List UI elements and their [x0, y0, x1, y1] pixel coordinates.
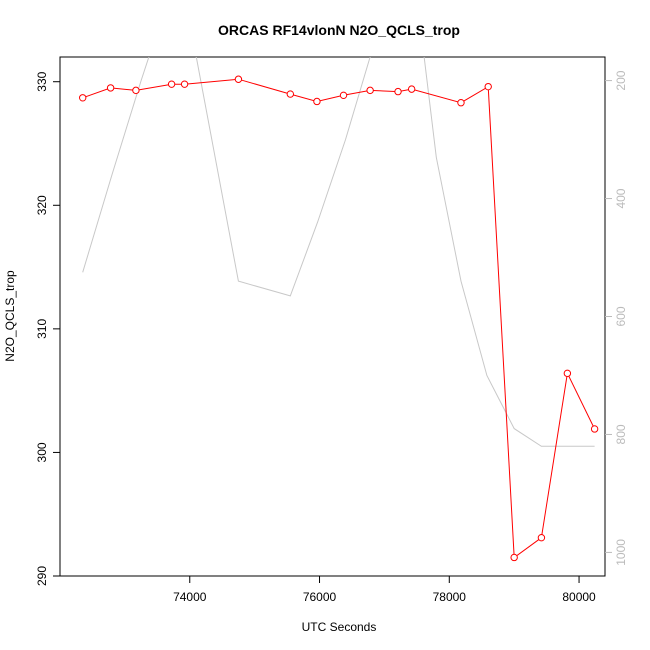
data-point [394, 87, 402, 96]
data-point [537, 533, 546, 542]
data-point [313, 97, 321, 106]
y-axis-label: N2O_QCLS_trop [3, 270, 17, 362]
right-y-axis: 200 400 600 800 1000 [605, 70, 628, 566]
series-layer [79, 57, 599, 562]
data-point [407, 85, 416, 93]
data-point [590, 425, 599, 433]
y-tick-label: 320 [35, 195, 49, 215]
x-tick-label: 76000 [303, 590, 337, 604]
right-y-tick-label: 600 [614, 306, 628, 326]
data-point [234, 75, 243, 83]
data-point [106, 84, 115, 92]
data-point [79, 94, 87, 102]
x-tick-label: 78000 [433, 590, 467, 604]
right-y-tick-label: 400 [614, 188, 628, 208]
data-point [167, 80, 176, 88]
data-point [132, 86, 140, 95]
plot-frame [59, 56, 606, 577]
data-point [510, 553, 518, 562]
data-point [366, 86, 374, 95]
y-tick-label: 290 [35, 566, 49, 586]
data-point [286, 90, 295, 98]
y-tick-label: 310 [35, 319, 49, 339]
x-tick-label: 80000 [562, 590, 596, 604]
data-point [484, 82, 492, 91]
data-point [563, 369, 572, 378]
y-axis: 290 300 310 320 330 [35, 71, 60, 586]
chart-title: ORCAS RF14vlonN N2O_QCLS_trop [218, 22, 460, 38]
y-tick-label: 300 [35, 442, 49, 462]
data-point [180, 80, 189, 88]
right-y-tick-label: 1000 [614, 539, 628, 566]
data-point [457, 99, 465, 107]
x-tick-label: 74000 [173, 590, 207, 604]
right-y-tick-label: 800 [614, 424, 628, 444]
y-tick-label: 330 [35, 71, 49, 91]
x-axis: 74000 76000 78000 80000 [173, 576, 596, 604]
altitude-line [82, 57, 595, 447]
data-point [339, 91, 348, 100]
x-axis-label: UTC Seconds [302, 620, 377, 634]
right-y-tick-label: 200 [614, 70, 628, 90]
n2o-line [82, 78, 596, 559]
